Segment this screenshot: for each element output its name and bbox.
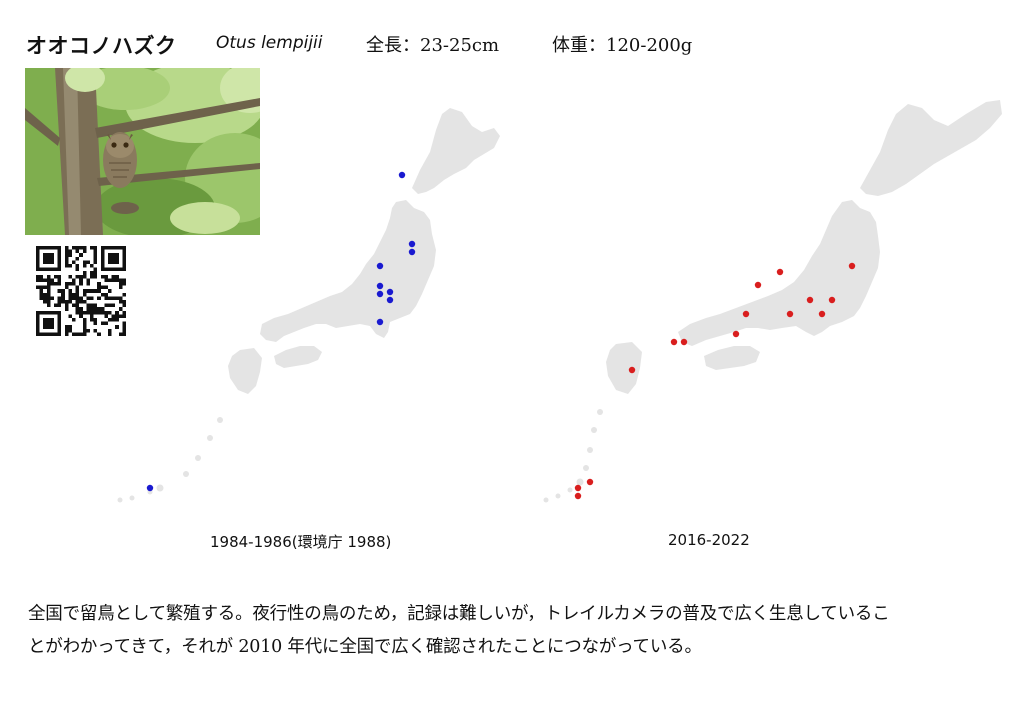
description-line-2: とがわかってきて，それが 2010 年代に全国で広く確認されたことにつながってい… — [28, 637, 702, 657]
record-dot — [586, 478, 594, 486]
record-dot — [386, 288, 394, 296]
body-weight: 体重：120-200g — [552, 35, 693, 56]
record-dot — [806, 296, 814, 304]
species-header: オオコノハズク Otus lempijii 全長：23-25cm 体重：120-… — [0, 30, 1024, 60]
record-dot — [408, 248, 416, 256]
dots-2016-2022 — [574, 262, 856, 500]
dots-1984-1986 — [146, 171, 416, 492]
record-dot — [786, 310, 794, 318]
species-name-japanese: オオコノハズク — [26, 34, 177, 58]
record-dot — [818, 310, 826, 318]
body-length: 全長：23-25cm — [366, 35, 500, 56]
record-dot — [742, 310, 750, 318]
description-line-1: 全国で留鳥として繁殖する。夜行性の鳥のため，記録は難しいが，トレイルカメラの普及… — [28, 604, 890, 624]
record-dot — [828, 296, 836, 304]
distribution-map-2016-2022 — [520, 70, 1010, 540]
record-dot — [574, 484, 582, 492]
japan-landmass — [543, 100, 1002, 503]
record-dot — [376, 290, 384, 298]
record-dot — [848, 262, 856, 270]
record-dot — [732, 330, 740, 338]
species-description: 全国で留鳥として繁殖する。夜行性の鳥のため，記録は難しいが，トレイルカメラの普及… — [28, 598, 1008, 664]
record-dot — [376, 262, 384, 270]
record-dot — [670, 338, 678, 346]
record-dot — [408, 240, 416, 248]
owl-photo — [25, 68, 260, 235]
record-dot — [574, 492, 582, 500]
record-dot — [376, 282, 384, 290]
map-caption-right: 2016-2022 — [668, 531, 750, 549]
record-dot — [680, 338, 688, 346]
record-dot — [754, 281, 762, 289]
record-dot — [376, 318, 384, 326]
record-dot — [776, 268, 784, 276]
distribution-map-1984-1986 — [90, 70, 510, 540]
record-dot — [628, 366, 636, 374]
record-dot — [386, 296, 394, 304]
species-name-scientific: Otus lempijii — [216, 33, 323, 53]
japan-landmass — [117, 108, 500, 503]
map-caption-left: 1984-1986(環境庁 1988) — [210, 533, 392, 551]
record-dot — [146, 484, 154, 492]
qr-code-icon[interactable] — [36, 246, 126, 336]
record-dot — [398, 171, 406, 179]
